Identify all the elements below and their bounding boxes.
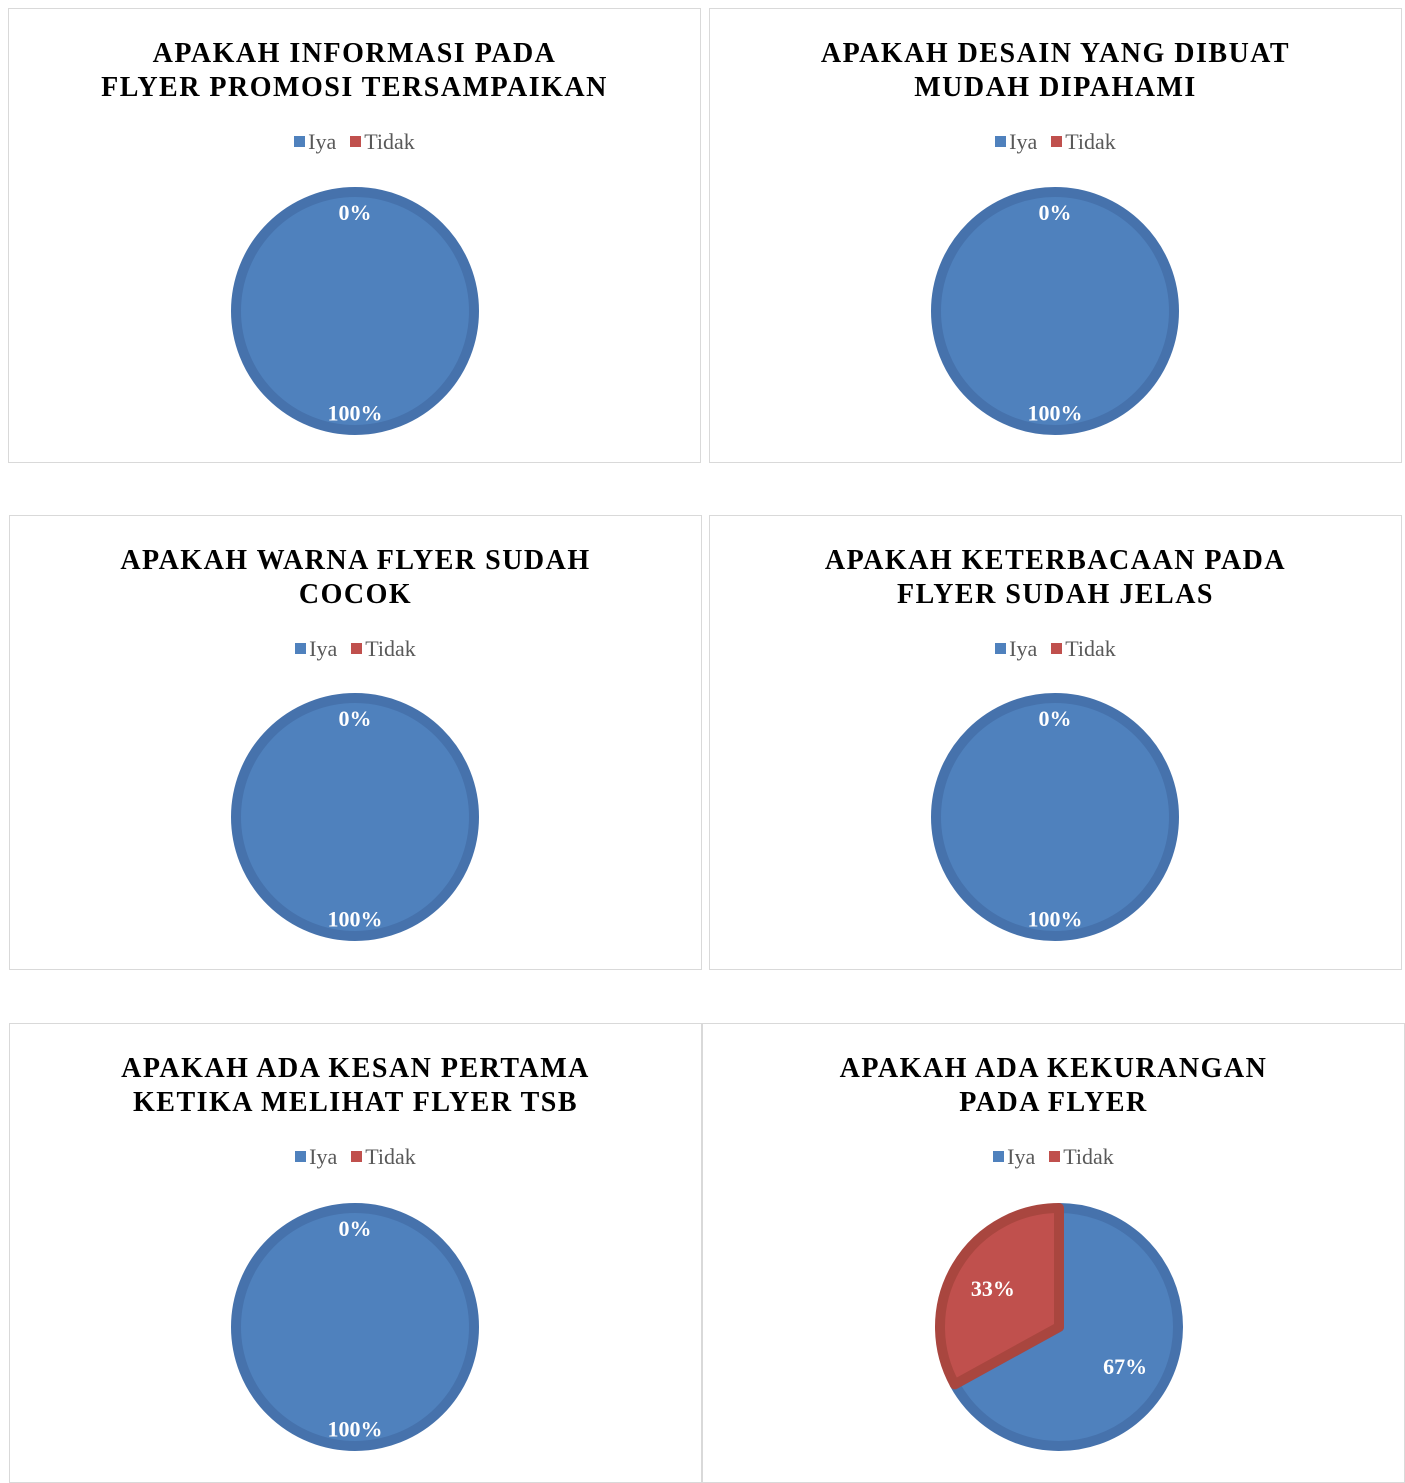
legend-item: Tidak	[350, 129, 415, 155]
chart-title-line: FLYER PROMOSI TERSAMPAIKAN	[101, 72, 608, 103]
chart-panel: APAKAH WARNA FLYER SUDAH COCOK Iya Tidak 100…	[9, 515, 702, 970]
legend-label: Iya	[1009, 128, 1038, 154]
legend-item: Tidak	[1049, 1144, 1114, 1170]
legend-item: Iya	[294, 129, 336, 155]
pie-slice-tidak	[935, 1203, 1064, 1390]
chart-title-line: KETIKA MELIHAT FLYER TSB	[133, 1087, 578, 1118]
legend-label: Iya	[309, 635, 338, 661]
legend-item: Iya	[995, 129, 1037, 155]
legend-label: Iya	[309, 1143, 338, 1169]
pie-chart: 100% 0%	[931, 693, 1179, 941]
chart-legend: Iya Tidak	[710, 127, 1401, 155]
chart-panel: APAKAH INFORMASI PADA FLYER PROMOSI TERSA…	[8, 8, 701, 463]
pie-chart: 100% 0%	[931, 187, 1179, 435]
legend-label: Tidak	[1065, 635, 1116, 661]
pie-data-label: 100%	[1028, 401, 1083, 426]
chart-title-line: APAKAH INFORMASI PADA	[152, 38, 557, 69]
legend-label: Tidak	[364, 128, 415, 154]
pie-data-label: 100%	[328, 1417, 383, 1442]
legend-swatch	[295, 643, 307, 654]
legend-swatch	[350, 136, 362, 147]
chart-legend: Iya Tidak	[710, 634, 1401, 662]
legend-label: Iya	[308, 128, 337, 154]
pie-slice-iya	[231, 187, 479, 435]
legend-swatch	[1051, 136, 1063, 147]
legend-swatch	[351, 643, 363, 654]
legend-item: Tidak	[1051, 636, 1116, 662]
legend-label: Tidak	[1063, 1143, 1114, 1169]
chart-title-line: APAKAH DESAIN YANG DIBUAT	[820, 38, 1291, 69]
chart-title: APAKAH DESAIN YANG DIBUAT MUDAH DIPAHAMI	[750, 37, 1361, 105]
chart-title-line: APAKAH ADA KESAN PERTAMA	[121, 1053, 590, 1084]
legend-item: Tidak	[1051, 129, 1116, 155]
chart-title-line: APAKAH WARNA FLYER SUDAH	[120, 545, 591, 576]
chart-title-line: APAKAH KETERBACAAN PADA	[824, 545, 1287, 576]
chart-title: APAKAH KETERBACAAN PADA FLYER SUDAH JELAS	[750, 544, 1361, 612]
chart-title: APAKAH ADA KESAN PERTAMA KETIKA MELIHAT F…	[50, 1052, 661, 1120]
pie-data-label: 100%	[328, 401, 383, 426]
chart-panel: APAKAH DESAIN YANG DIBUAT MUDAH DIPAHAMI I…	[709, 8, 1402, 463]
chart-panel: APAKAH KETERBACAAN PADA FLYER SUDAH JELAS…	[709, 515, 1402, 970]
pie-data-label: 33%	[971, 1276, 1015, 1301]
legend-swatch	[995, 643, 1007, 654]
pie-data-label: 0%	[339, 1216, 372, 1241]
legend-item: Tidak	[351, 1144, 416, 1170]
pie-chart: 100% 0%	[231, 1203, 479, 1451]
pie-data-label: 0%	[339, 200, 372, 225]
legend-item: Iya	[993, 1144, 1035, 1170]
pie-slice-iya	[931, 187, 1179, 435]
pie-data-label: 67%	[1103, 1354, 1147, 1379]
chart-legend: Iya Tidak	[10, 1142, 701, 1170]
pie-data-label: 100%	[328, 907, 383, 932]
chart-title-line: COCOK	[298, 579, 413, 610]
legend-label: Tidak	[365, 1143, 416, 1169]
chart-title-line: PADA FLYER	[959, 1087, 1148, 1118]
legend-label: Iya	[1007, 1143, 1036, 1169]
pie-data-label: 0%	[339, 706, 372, 731]
chart-title: APAKAH WARNA FLYER SUDAH COCOK	[50, 544, 661, 612]
pie-chart: 100% 0%	[231, 693, 479, 941]
legend-item: Iya	[995, 636, 1037, 662]
chart-panel: APAKAH ADA KEKURANGAN PADA FLYER Iya Tidak 6…	[702, 1023, 1405, 1483]
legend-swatch	[1049, 1151, 1061, 1162]
legend-item: Iya	[295, 636, 337, 662]
legend-swatch	[1051, 643, 1063, 654]
legend-label: Iya	[1009, 635, 1038, 661]
chart-title-line: MUDAH DIPAHAMI	[914, 72, 1197, 103]
pie-slice-iya	[949, 1203, 1183, 1451]
legend-swatch	[294, 136, 306, 147]
chart-title-line: APAKAH ADA KEKURANGAN	[839, 1053, 1268, 1084]
pie-data-label: 100%	[1028, 907, 1083, 932]
pie-data-label: 0%	[1039, 706, 1072, 731]
pie-slice-iya	[231, 693, 479, 941]
chart-title-line: FLYER SUDAH JELAS	[897, 579, 1214, 610]
legend-label: Tidak	[365, 635, 416, 661]
pie-chart: 67% 33%	[935, 1203, 1183, 1451]
legend-swatch	[995, 136, 1007, 147]
chart-legend: Iya Tidak	[703, 1142, 1404, 1170]
pie-slice-iya	[231, 1203, 479, 1451]
legend-label: Tidak	[1065, 128, 1116, 154]
chart-title: APAKAH INFORMASI PADA FLYER PROMOSI TERSA…	[49, 37, 660, 105]
legend-swatch	[295, 1151, 307, 1162]
chart-title: APAKAH ADA KEKURANGAN PADA FLYER	[743, 1052, 1364, 1120]
chart-panel: APAKAH ADA KESAN PERTAMA KETIKA MELIHAT F…	[9, 1023, 702, 1483]
pie-slice-iya	[931, 693, 1179, 941]
legend-swatch	[993, 1151, 1005, 1162]
legend-item: Tidak	[351, 636, 416, 662]
pie-data-label: 0%	[1039, 200, 1072, 225]
pie-chart: 100% 0%	[231, 187, 479, 435]
chart-legend: Iya Tidak	[9, 127, 700, 155]
legend-item: Iya	[295, 1144, 337, 1170]
chart-legend: Iya Tidak	[10, 634, 701, 662]
legend-swatch	[351, 1151, 363, 1162]
